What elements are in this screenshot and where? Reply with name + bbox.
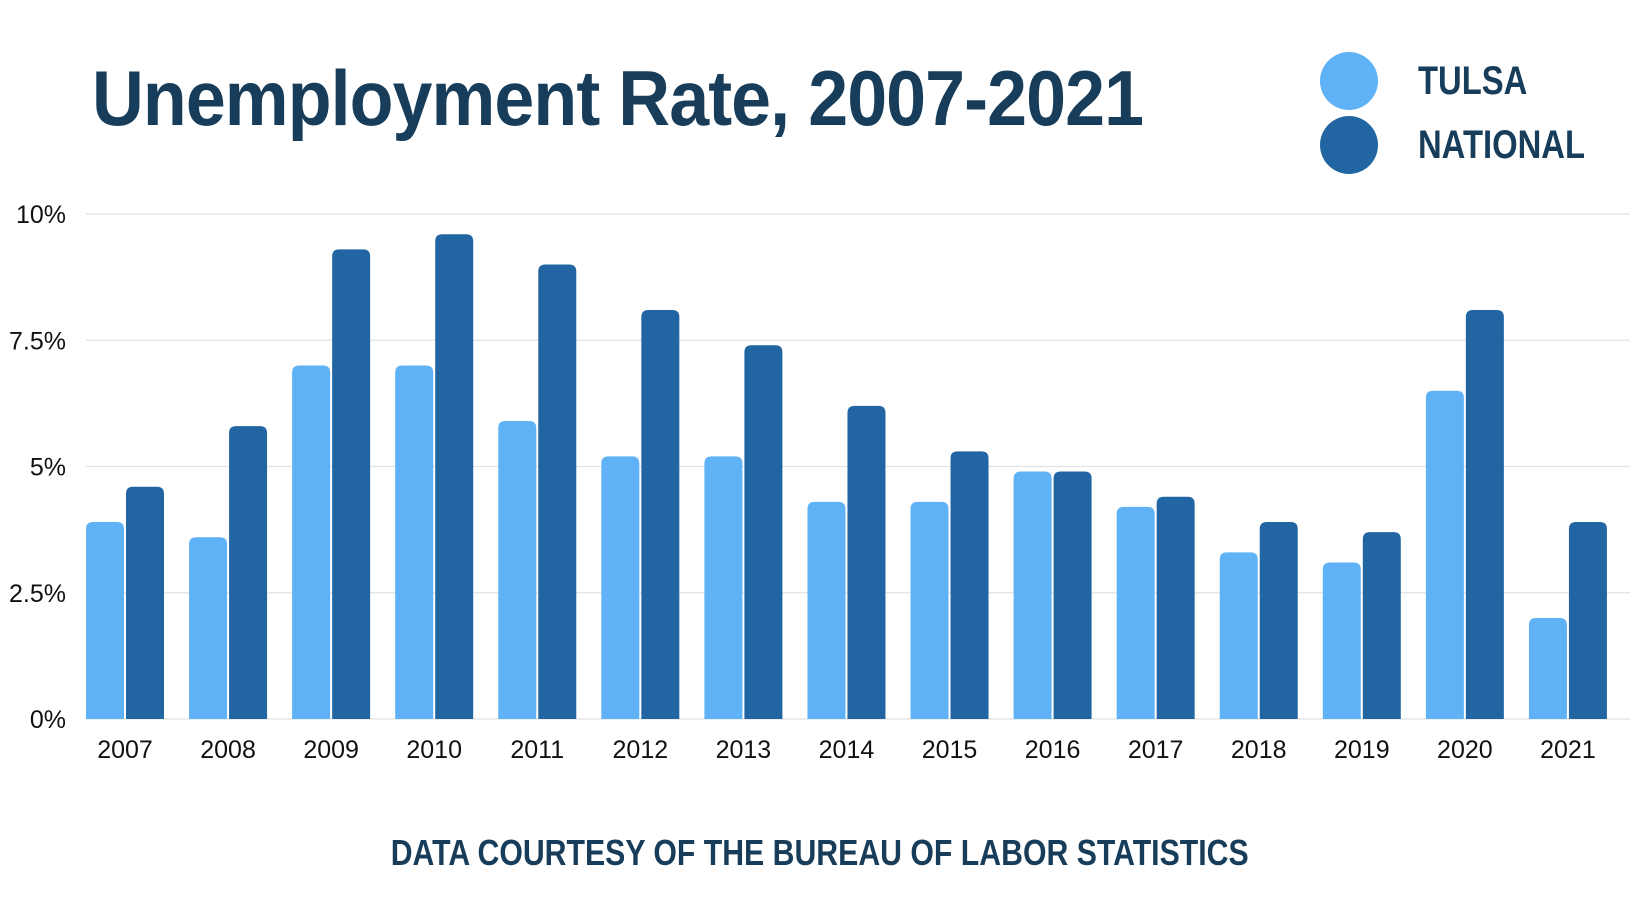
x-tick-label: 2011 (510, 736, 564, 764)
x-tick-label: 2015 (922, 736, 978, 764)
x-tick-label: 2021 (1540, 736, 1596, 764)
legend-label-national: NATIONAL (1418, 122, 1586, 167)
bar-national (847, 405, 886, 719)
x-tick-label: 2014 (819, 736, 875, 764)
x-tick-label: 2008 (200, 736, 256, 764)
bar-national (1568, 522, 1607, 719)
bar-national (1053, 471, 1092, 719)
x-tick-label: 2012 (613, 736, 669, 764)
bar-national (229, 426, 268, 719)
y-tick-label: 2.5% (9, 580, 66, 608)
bar-tulsa (910, 501, 949, 719)
bar-national (126, 486, 164, 719)
source-note: DATA COURTESY OF THE BUREAU OF LABOR STA… (0, 832, 1640, 874)
x-tick-label: 2010 (406, 736, 462, 764)
bar-tulsa (704, 456, 743, 719)
bar-tulsa (807, 501, 846, 719)
x-tick-label: 2013 (716, 736, 772, 764)
y-tick-label: 5% (30, 454, 66, 482)
bar-tulsa (601, 456, 640, 719)
bar-tulsa (395, 365, 434, 719)
bar-tulsa (1322, 562, 1361, 719)
x-tick-label: 2020 (1437, 736, 1493, 764)
bar-tulsa (189, 537, 228, 719)
bar-national (1156, 496, 1195, 719)
x-tick-label: 2016 (1025, 736, 1081, 764)
bar-tulsa (1425, 390, 1464, 719)
bar-national (538, 264, 577, 719)
bar-national (1259, 522, 1298, 719)
legend-item-tulsa: TULSA (1320, 52, 1551, 110)
bar-national (332, 249, 371, 719)
bar-national (744, 345, 783, 719)
bar-national (1465, 309, 1504, 719)
y-tick-label: 7.5% (9, 327, 66, 355)
x-tick-label: 2019 (1334, 736, 1390, 764)
bar-national (1362, 532, 1401, 719)
x-tick-label: 2017 (1128, 736, 1184, 764)
source-note-text: DATA COURTESY OF THE BUREAU OF LABOR STA… (391, 832, 1249, 873)
x-tick-label: 2009 (303, 736, 359, 764)
bar-tulsa (86, 522, 124, 719)
x-tick-label: 2018 (1231, 736, 1287, 764)
legend-item-national: NATIONAL (1320, 116, 1622, 174)
bar-tulsa (292, 365, 331, 719)
bar-national (641, 309, 680, 719)
bar-tulsa (1013, 471, 1052, 719)
bar-national (950, 451, 989, 719)
y-tick-label: 10% (16, 201, 66, 229)
bar-tulsa (498, 421, 537, 719)
legend-swatch-national (1320, 116, 1378, 174)
legend-swatch-tulsa (1320, 52, 1378, 110)
x-tick-label: 2007 (97, 736, 153, 764)
bar-tulsa (1528, 618, 1567, 719)
page-title: Unemployment Rate, 2007-2021 (92, 54, 1144, 142)
bar-national (435, 234, 474, 719)
bar-tulsa (1116, 506, 1155, 719)
legend-label-tulsa: TULSA (1418, 58, 1528, 103)
bar-tulsa (1219, 552, 1258, 719)
y-tick-label: 0% (30, 706, 66, 734)
